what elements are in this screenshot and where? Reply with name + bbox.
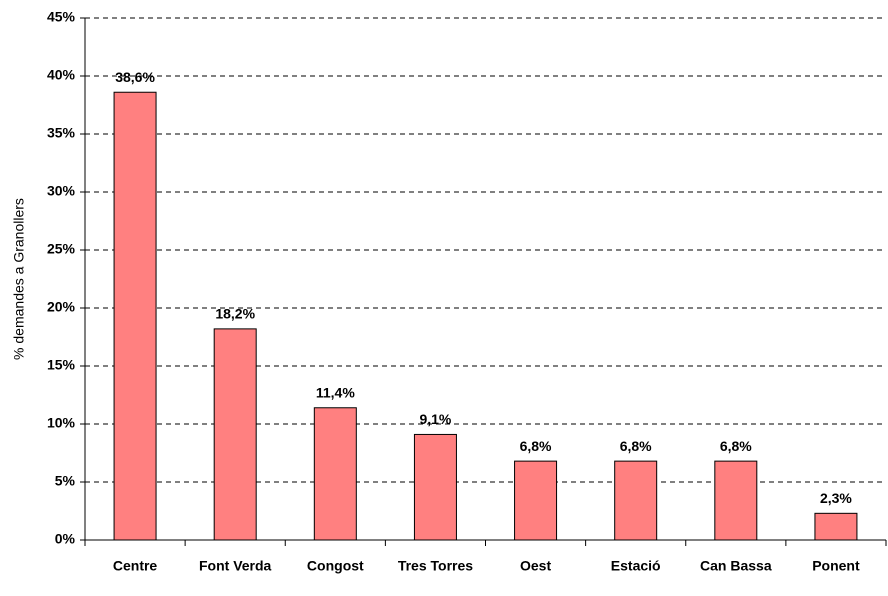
x-tick-label: Congost [307, 558, 364, 574]
y-tick-label: 40% [47, 67, 76, 83]
value-label: 2,3% [820, 490, 852, 506]
value-label: 9,1% [419, 411, 451, 427]
y-tick-label: 15% [47, 357, 76, 373]
y-tick-label: 10% [47, 415, 76, 431]
y-tick-label: 25% [47, 241, 76, 257]
bar [614, 460, 658, 541]
value-label: 6,8% [520, 438, 552, 454]
y-tick-label: 20% [47, 299, 76, 315]
value-label: 11,4% [316, 384, 355, 400]
x-tick-label: Centre [113, 558, 158, 574]
value-label: 38,6% [115, 69, 155, 85]
bar [514, 460, 558, 541]
x-tick-label: Estació [611, 558, 661, 574]
y-tick-label: 0% [55, 531, 76, 547]
bar [113, 91, 157, 541]
x-tick-label: Tres Torres [398, 558, 473, 574]
bar [413, 433, 457, 541]
value-label: 6,8% [720, 438, 752, 454]
value-label: 18,2% [215, 306, 255, 322]
y-tick-label: 30% [47, 183, 76, 199]
x-tick-label: Ponent [812, 558, 860, 574]
bar [313, 407, 357, 541]
y-tick-label: 5% [55, 473, 76, 489]
x-tick-label: Font Verda [199, 558, 272, 574]
x-tick-label: Can Bassa [700, 558, 772, 574]
value-label: 6,8% [620, 438, 652, 454]
x-tick-label: Oest [520, 558, 551, 574]
y-tick-label: 45% [47, 9, 76, 25]
y-axis-label: % demandes a Granollers [11, 198, 27, 360]
bar [814, 512, 858, 541]
bar [213, 328, 257, 541]
bar [714, 460, 758, 541]
y-tick-label: 35% [47, 125, 76, 141]
